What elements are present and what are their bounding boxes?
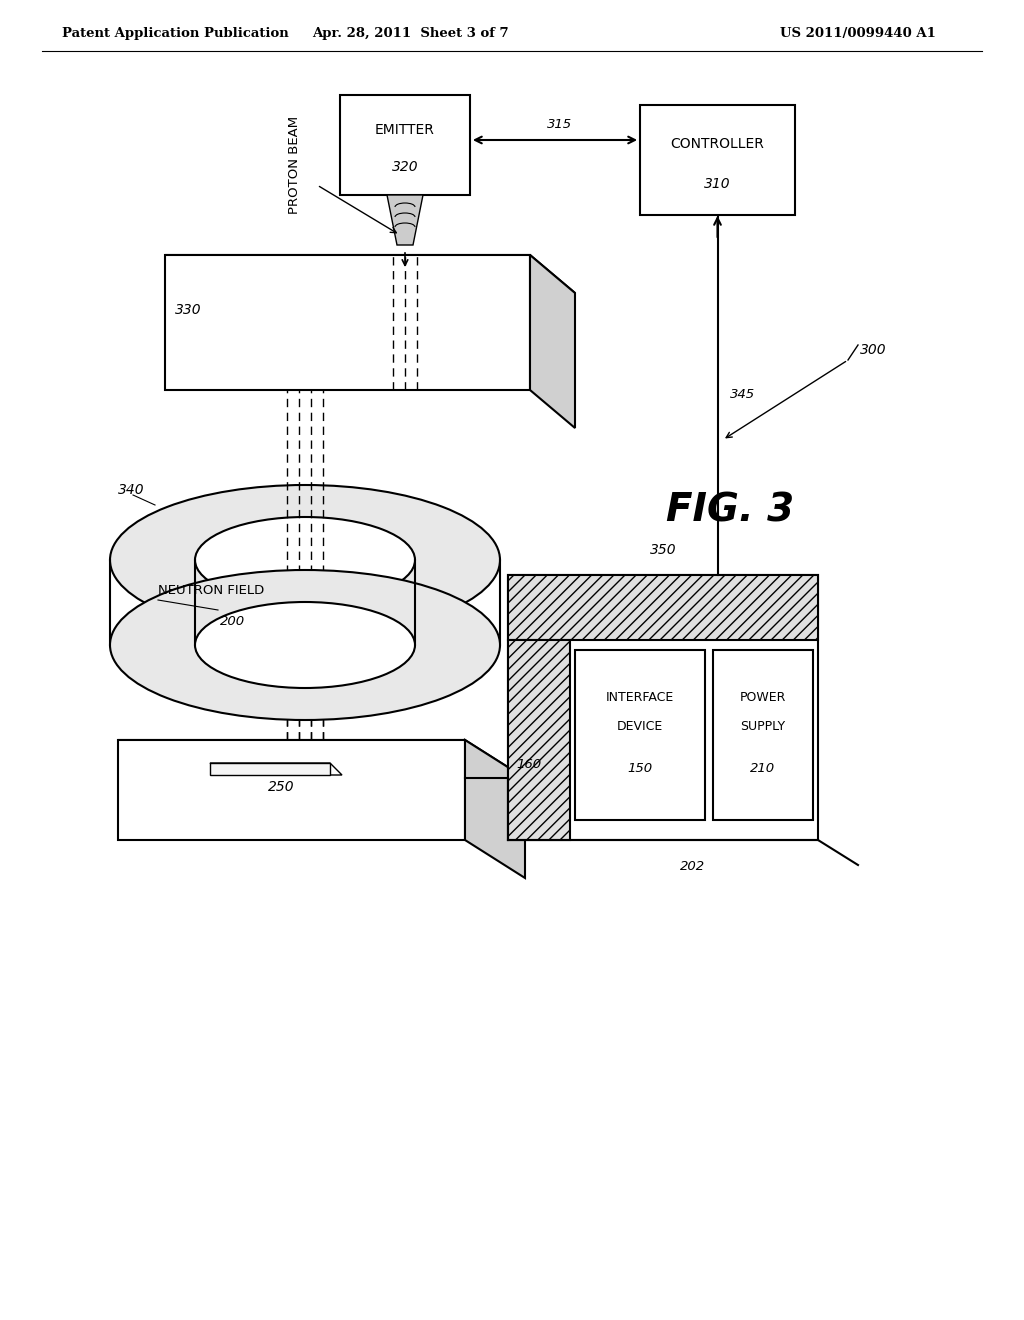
Text: 202: 202 bbox=[680, 861, 706, 873]
Polygon shape bbox=[210, 763, 330, 775]
Polygon shape bbox=[118, 741, 525, 777]
Polygon shape bbox=[465, 741, 525, 878]
Text: NEUTRON FIELD: NEUTRON FIELD bbox=[158, 583, 264, 597]
Text: DEVICE: DEVICE bbox=[616, 719, 664, 733]
Text: CONTROLLER: CONTROLLER bbox=[671, 136, 765, 150]
Text: 315: 315 bbox=[548, 117, 572, 131]
Bar bbox=[508, 576, 818, 640]
Text: Patent Application Publication: Patent Application Publication bbox=[62, 26, 289, 40]
Bar bbox=[508, 576, 818, 840]
Ellipse shape bbox=[195, 517, 415, 603]
Text: EMITTER: EMITTER bbox=[375, 123, 435, 137]
Text: FIG. 3: FIG. 3 bbox=[666, 491, 794, 529]
Polygon shape bbox=[210, 763, 342, 775]
Text: 160: 160 bbox=[516, 759, 541, 771]
Text: 320: 320 bbox=[392, 160, 419, 174]
Polygon shape bbox=[118, 741, 465, 840]
Text: 310: 310 bbox=[705, 177, 731, 191]
Text: US 2011/0099440 A1: US 2011/0099440 A1 bbox=[780, 26, 936, 40]
Text: POWER: POWER bbox=[739, 692, 786, 704]
Bar bbox=[713, 649, 813, 820]
Bar bbox=[640, 106, 795, 215]
Text: 250: 250 bbox=[267, 780, 294, 795]
Text: 350: 350 bbox=[649, 543, 676, 557]
Text: 340: 340 bbox=[118, 483, 144, 498]
Polygon shape bbox=[530, 255, 575, 428]
Text: INTERFACE: INTERFACE bbox=[606, 692, 674, 704]
Text: 200: 200 bbox=[220, 615, 245, 628]
Text: 210: 210 bbox=[751, 763, 775, 776]
Bar bbox=[508, 640, 570, 840]
Text: SUPPLY: SUPPLY bbox=[740, 719, 785, 733]
Ellipse shape bbox=[195, 602, 415, 688]
Text: PROTON BEAM: PROTON BEAM bbox=[289, 116, 301, 214]
Text: 345: 345 bbox=[729, 388, 755, 401]
Polygon shape bbox=[387, 195, 423, 246]
Ellipse shape bbox=[110, 570, 500, 719]
Polygon shape bbox=[165, 255, 530, 389]
Text: 330: 330 bbox=[175, 304, 202, 317]
Text: 150: 150 bbox=[628, 763, 652, 776]
Ellipse shape bbox=[110, 484, 500, 635]
Text: Apr. 28, 2011  Sheet 3 of 7: Apr. 28, 2011 Sheet 3 of 7 bbox=[311, 26, 508, 40]
Text: 300: 300 bbox=[860, 343, 887, 356]
Bar bbox=[340, 95, 470, 195]
Bar bbox=[575, 649, 705, 820]
Polygon shape bbox=[165, 255, 575, 293]
